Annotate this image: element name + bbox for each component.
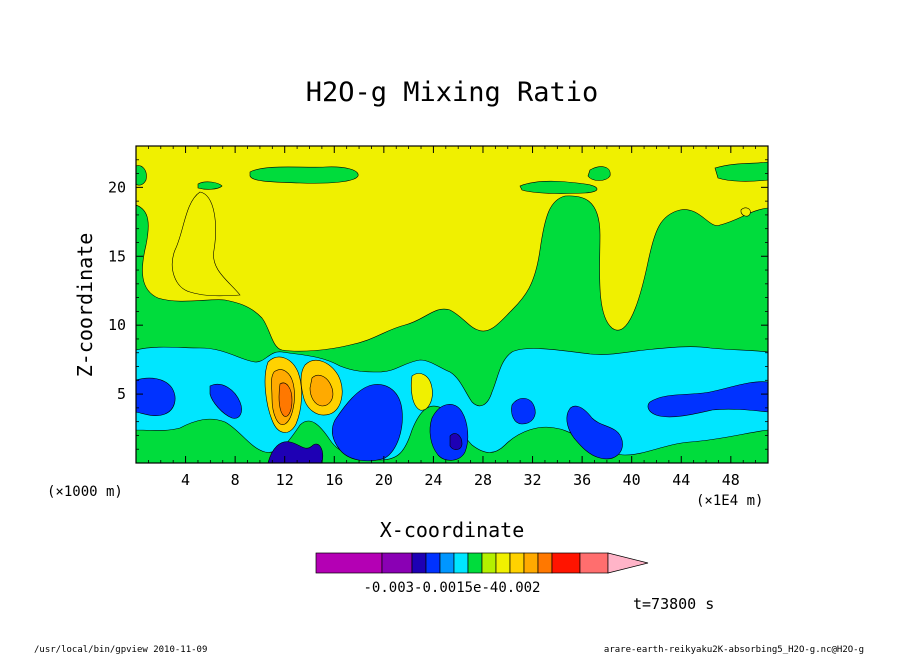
contour-green-top-center [249, 166, 359, 184]
contour-blue-small [209, 383, 242, 419]
x-tick-label: 20 [375, 471, 393, 489]
x-tick-label: 24 [424, 471, 442, 489]
colorbar-swatch [509, 552, 525, 574]
colorbar-swatch [467, 552, 483, 574]
time-annotation: t=73800 s [633, 595, 714, 613]
y-unit-label: (×1000 m) [47, 484, 123, 500]
contour-darkblue-bottom [267, 441, 323, 463]
y-axis-title: Z-coordinate [73, 233, 97, 378]
chart-title: H2O-g Mixing Ratio [306, 77, 599, 108]
colorbar-swatch [453, 552, 469, 574]
x-tick-label: 28 [474, 471, 492, 489]
x-tick-label: 8 [231, 471, 240, 489]
y-tick-label: 15 [108, 247, 126, 265]
colorbar-extend-arrow [607, 552, 649, 574]
contour-yellow-pocket-left [171, 191, 241, 297]
colorbar-swatch [411, 552, 427, 574]
colorbar-swatch [439, 552, 455, 574]
x-unit-label: (×1E4 m) [696, 493, 763, 509]
x-tick-label: 36 [573, 471, 591, 489]
colorbar-swatch [523, 552, 539, 574]
y-tick-label: 5 [117, 385, 126, 403]
contour-yellow-right-dot [740, 207, 751, 217]
x-axis-title: X-coordinate [380, 518, 525, 542]
contour-blue-left [136, 377, 176, 416]
colorbar-swatch [537, 552, 553, 574]
x-tick-label: 40 [623, 471, 641, 489]
colorbar-swatch [481, 552, 497, 574]
contour-warm-12c [278, 382, 293, 417]
plot-frame [135, 145, 769, 464]
colorbar-swatch [381, 552, 413, 574]
contour-blue-32 [511, 398, 536, 425]
contour-green-top-left [136, 165, 147, 186]
colorbar: -0.003-0.0015e-40.002 [315, 552, 649, 596]
footer-right: arare-earth-reikyaku2K-absorbing5_H2O-g.… [604, 645, 864, 654]
contour-blue-center [331, 384, 403, 462]
colorbar-swatch [495, 552, 511, 574]
contour-green-top-right2 [587, 166, 611, 181]
x-tick-label: 4 [181, 471, 190, 489]
colorbar-swatch [551, 552, 581, 574]
y-axis: 5 10 15 20 [108, 159, 768, 450]
x-axis: 4 8 12 16 20 24 28 32 36 40 44 48 [147, 146, 757, 489]
x-tick-label: 44 [672, 471, 690, 489]
y-tick-label: 20 [108, 178, 126, 196]
x-tick-label: 16 [325, 471, 343, 489]
colorbar-swatch [425, 552, 441, 574]
x-tick-label: 32 [524, 471, 542, 489]
contour-green-top-far-right [714, 161, 768, 182]
contour-darkblue-24 [449, 433, 463, 450]
footer-left: /usr/local/bin/gpview 2010-11-09 [34, 645, 207, 654]
contour-blue-24 [429, 404, 469, 461]
colorbar-labels: -0.003-0.0015e-40.002 [363, 580, 540, 596]
x-tick-label: 48 [722, 471, 740, 489]
contour-yellow-22 [410, 373, 433, 411]
contour-blue-38 [566, 405, 623, 460]
contour-warm-15b [309, 375, 334, 407]
contour-green-top-left2 [197, 181, 223, 190]
contour-field [136, 146, 768, 463]
colorbar-swatch [579, 552, 609, 574]
colorbar-swatch [315, 552, 383, 574]
y-tick-label: 10 [108, 316, 126, 334]
x-tick-label: 12 [276, 471, 294, 489]
contour-green-top-right [519, 180, 598, 194]
contour-blue-right [647, 381, 768, 418]
